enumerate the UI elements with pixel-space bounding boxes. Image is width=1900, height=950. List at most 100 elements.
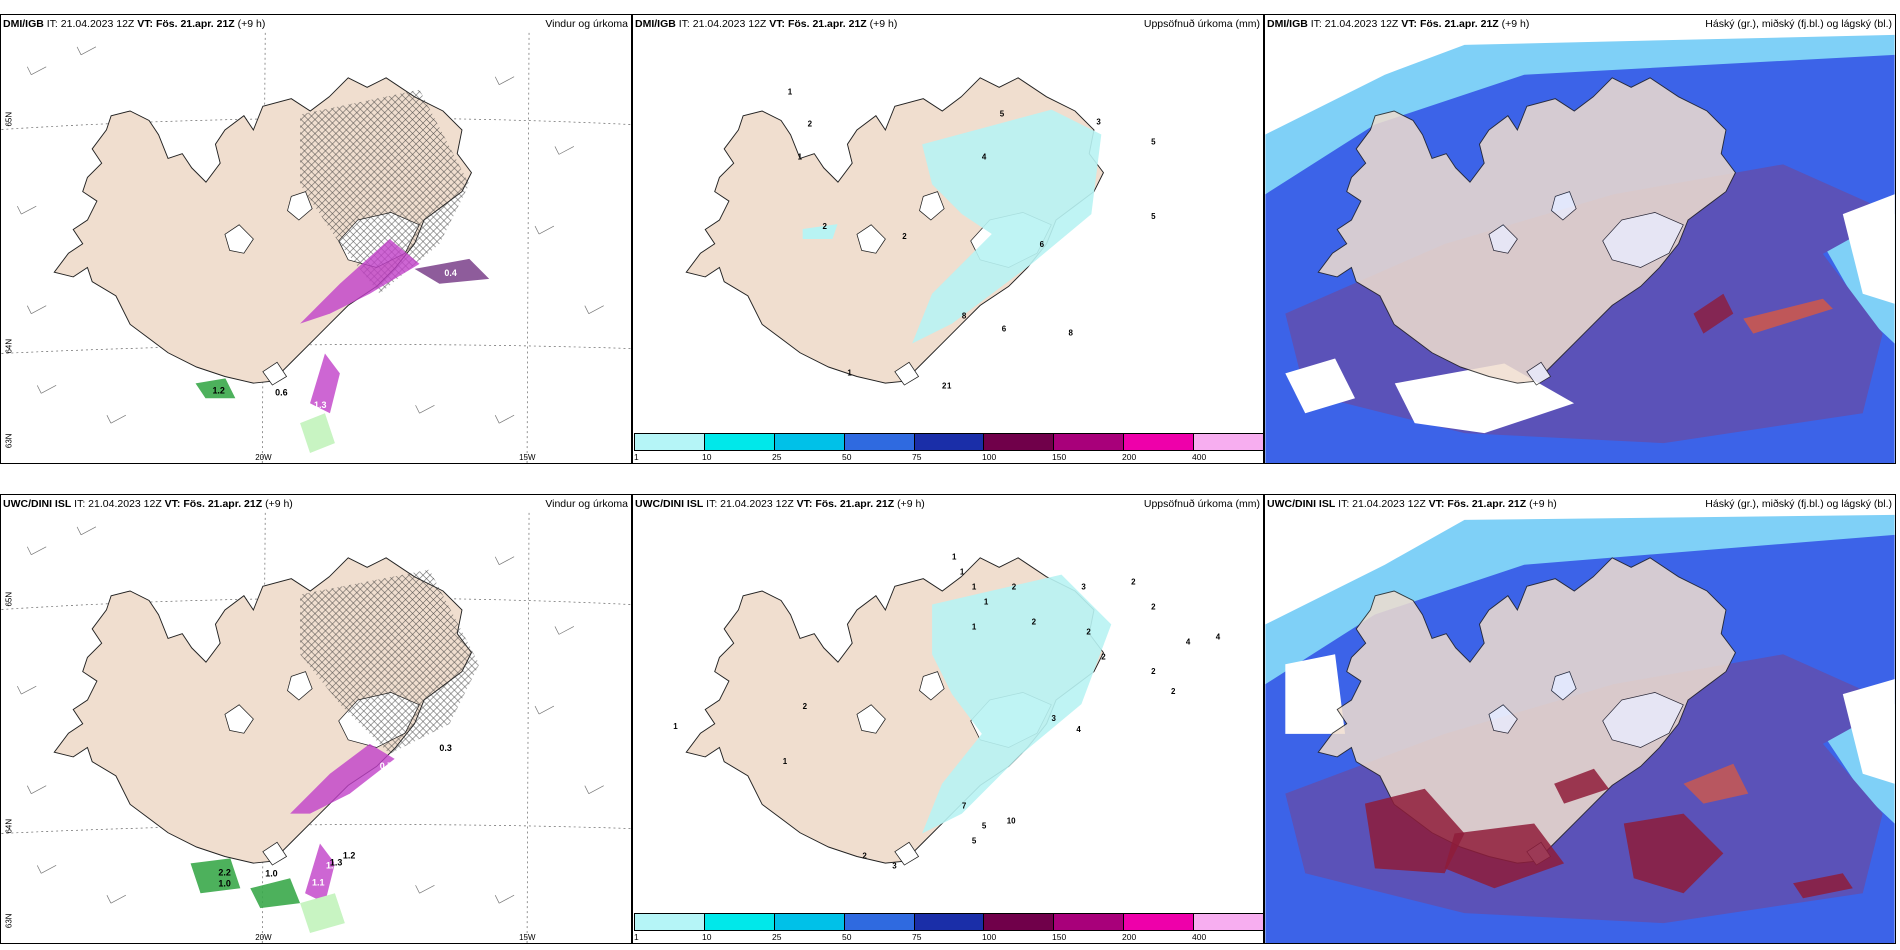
precip-value-label: 0.6 bbox=[492, 166, 504, 176]
accum-value-label: 2 bbox=[1131, 578, 1136, 587]
accum-value-label: 2 bbox=[1086, 627, 1091, 636]
init-time: IT: 21.04.2023 12Z bbox=[678, 18, 767, 30]
accum-value-label: 1 bbox=[673, 722, 678, 731]
precip-value-label: 1.3 bbox=[330, 857, 342, 867]
valid-time: Fös. 21.apr. 21Z bbox=[1419, 18, 1499, 30]
panel-header: DMI/IGB IT: 21.04.2023 12Z VT: Fös. 21.a… bbox=[1265, 15, 1895, 33]
lead-time: (+9 h) bbox=[897, 498, 925, 510]
accum-value-label: 1 bbox=[972, 622, 977, 631]
lead-time: (+9 h) bbox=[1501, 18, 1530, 30]
cloud-low-red bbox=[1444, 823, 1565, 889]
model-name: DMI/IGB bbox=[635, 18, 676, 30]
valid-time-label: VT: bbox=[1428, 498, 1445, 510]
accum-value-label: 2 bbox=[1171, 687, 1176, 696]
colorbar-tick: 10 bbox=[702, 452, 712, 462]
valid-time: Fös. 21.apr. 21Z bbox=[815, 498, 895, 510]
colorbar-swatch bbox=[704, 914, 775, 930]
precip-value-label: 0.6 bbox=[352, 816, 364, 826]
hatch-region bbox=[300, 89, 470, 294]
colorbar-swatch bbox=[1054, 914, 1125, 930]
accum-value-label: 3 bbox=[1052, 714, 1057, 723]
accum-precip-map: 1 1 1 1 2 2 1 2 3 2 2 1 2 2 4 2 2 4 3 4 … bbox=[673, 553, 1221, 871]
accum-value-label: 1 bbox=[952, 553, 957, 562]
colorbar-swatch bbox=[774, 434, 845, 450]
colorbar-tick: 100 bbox=[982, 932, 997, 942]
wind-barbs bbox=[17, 46, 604, 424]
accum-value-label: 10 bbox=[1007, 817, 1016, 826]
colorbar-tick: 50 bbox=[842, 932, 852, 942]
colorbar-tick: 1 bbox=[634, 452, 639, 462]
init-time: IT: 21.04.2023 12Z bbox=[74, 498, 162, 510]
accum-precip-map: 1 2 1 2 2 4 5 3 5 5 6 8 6 8 1 2 1 bbox=[685, 77, 1156, 390]
lead-time: (+9 h) bbox=[237, 18, 266, 30]
clear-area bbox=[1285, 654, 1346, 734]
valid-time-label: VT: bbox=[1401, 18, 1418, 30]
precip-value-label: 0.7 bbox=[380, 761, 392, 771]
precip-area bbox=[310, 353, 340, 414]
precip-value-label: 0.4 bbox=[469, 121, 481, 131]
colorbar-tick: 25 bbox=[772, 932, 782, 942]
panel-header: UWC/DINI ISL IT: 21.04.2023 12Z VT: Fös.… bbox=[633, 495, 1263, 513]
colorbar-tick: 100 bbox=[982, 452, 997, 462]
model-name: DMI/IGB bbox=[3, 18, 44, 30]
accum-value-label: 2 bbox=[803, 702, 808, 711]
colorbar-tick: 200 bbox=[1122, 452, 1137, 462]
accum-value-label: 7 bbox=[962, 802, 967, 811]
colorbar-swatch bbox=[914, 914, 985, 930]
cloud-low-red bbox=[1623, 813, 1724, 894]
model-name: UWC/DINI ISL bbox=[3, 498, 72, 510]
panel-title: Háský (gr.), miðský (fj.bl.) og lágský (… bbox=[1705, 18, 1892, 30]
precip-value-label: 0.4 bbox=[444, 268, 456, 278]
colorbar-ticks: 1 10 25 50 75 100 150 200 400 bbox=[634, 452, 1264, 464]
colorbar-tick: 50 bbox=[842, 452, 852, 462]
cloud-high-red bbox=[1683, 763, 1749, 804]
precip-area bbox=[300, 239, 420, 324]
colorbar-tick: 150 bbox=[1052, 452, 1067, 462]
accum-value-label: 2 bbox=[1151, 602, 1156, 611]
precip-value-label: 1.0 bbox=[265, 868, 277, 878]
accum-value-label: 5 bbox=[972, 836, 977, 845]
wind-barbs bbox=[17, 526, 604, 904]
accum-value-label: 1 bbox=[847, 368, 852, 377]
accum-value-label: 8 bbox=[1068, 329, 1073, 338]
colorbar-swatch bbox=[1054, 434, 1125, 450]
cloud-high-red bbox=[1743, 298, 1833, 334]
accum-value-label: 1 bbox=[947, 381, 952, 390]
colorbar-swatch bbox=[774, 914, 845, 930]
accum-value-label: 1 bbox=[788, 88, 793, 97]
accum-value-label: 2 bbox=[1032, 617, 1037, 626]
lon-label: 15W bbox=[519, 933, 536, 942]
cloud-panel-row2: UWC/DINI ISL IT: 21.04.2023 12Z VT: Fös.… bbox=[1264, 494, 1896, 944]
clear-area bbox=[1842, 194, 1895, 304]
panel-title: Uppsöfnuð úrkoma (mm) bbox=[1143, 18, 1260, 30]
clear-area bbox=[1842, 679, 1895, 784]
accum-value-label: 4 bbox=[1186, 637, 1191, 646]
colorbar-swatch bbox=[1194, 914, 1264, 930]
lead-time: (+9 h) bbox=[1529, 498, 1557, 510]
panel-title: Vindur og úrkoma bbox=[545, 18, 628, 30]
colorbar-tick: 75 bbox=[912, 932, 922, 942]
precip-area bbox=[414, 258, 490, 284]
precip-value-label: 0.7 bbox=[378, 781, 390, 791]
accum-value-label: 1 bbox=[972, 583, 977, 592]
accum-value-label: 3 bbox=[1081, 583, 1086, 592]
precip-value-label: 0.3 bbox=[439, 743, 451, 753]
precip-value-label: 1.2 bbox=[343, 850, 355, 860]
valid-time: Fös. 21.apr. 21Z bbox=[155, 18, 235, 30]
colorbar-swatch bbox=[704, 434, 775, 450]
panel-title: Háský (gr.), miðský (fj.bl.) og lágský (… bbox=[1705, 498, 1892, 510]
accum-value-label: 2 bbox=[823, 222, 828, 231]
lead-time: (+9 h) bbox=[265, 498, 293, 510]
colorbar bbox=[634, 433, 1264, 451]
accum-area bbox=[922, 574, 1112, 834]
accum-value-label: 2 bbox=[808, 120, 813, 129]
precip-area bbox=[190, 858, 241, 894]
precip-value-label: 0.6 bbox=[330, 331, 342, 341]
colorbar-swatch bbox=[635, 434, 705, 450]
accum-value-label: 2 bbox=[1101, 652, 1106, 661]
precip-area bbox=[300, 893, 345, 934]
accum-value-label: 6 bbox=[1002, 325, 1007, 334]
cloud-low-red bbox=[1364, 788, 1465, 874]
accum-precip-panel-row2: UWC/DINI ISL IT: 21.04.2023 12Z VT: Fös.… bbox=[632, 494, 1264, 944]
accum-value-label: 6 bbox=[1040, 240, 1045, 249]
